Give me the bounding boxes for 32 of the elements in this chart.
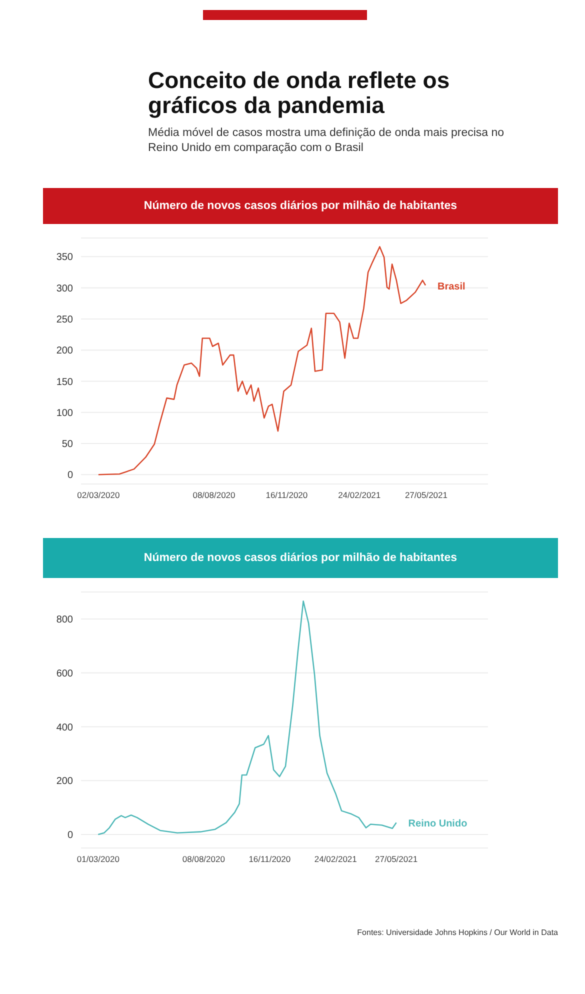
- x-tick-label: 24/02/2021: [338, 490, 381, 500]
- line-series: [98, 600, 397, 836]
- y-tick-label: 200: [56, 346, 74, 357]
- x-tick-label: 01/03/2020: [76, 854, 120, 864]
- y-tick-label: 150: [56, 376, 74, 388]
- y-tick-label: 300: [56, 283, 74, 294]
- chart-subtitle: Média móvel de casos mostra uma definição de onda mais precisa no Reino Unido em comparação com o Brasil: [148, 126, 506, 156]
- x-tick-label: 16/11/2020: [266, 490, 308, 500]
- y-tick-label: 0: [67, 830, 74, 842]
- y-axis-title: Número de novos casos diários por milhão de habitantes: [43, 538, 558, 578]
- y-tick-label: 100: [56, 408, 74, 419]
- y-tick-label: 600: [56, 668, 74, 680]
- chart-title: Conceito de onda reflete os gráficos da pandemia: [148, 67, 451, 118]
- y-tick-label: 200: [56, 776, 74, 788]
- x-tick-label: 27/05/2021: [404, 490, 448, 500]
- y-tick-label: 50: [62, 439, 74, 450]
- text: Fontes: Universidade Johns Hopkins / Our World in Data: [356, 928, 558, 937]
- x-tick-label: 08/08/2020: [192, 490, 236, 500]
- y-tick-label: 250: [56, 314, 74, 326]
- series-label: Reino Unido: [408, 818, 468, 830]
- y-tick-label: 350: [56, 252, 74, 264]
- x-tick-label: 27/05/2021: [375, 854, 418, 864]
- x-tick-label: 02/03/2020: [77, 490, 120, 500]
- y-axis-title: Número de novos casos diários por milhão de habitantes: [43, 188, 558, 224]
- x-tick-label: 24/02/2021: [314, 854, 358, 864]
- x-tick-label: 08/08/2020: [182, 854, 226, 864]
- y-tick-label: 800: [56, 614, 74, 626]
- line-series: [98, 246, 426, 476]
- y-tick-label: 400: [56, 722, 74, 734]
- x-tick-label: 16/11/2020: [248, 854, 291, 864]
- y-tick-label: 0: [67, 470, 74, 482]
- series-label: Brasil: [437, 281, 466, 292]
